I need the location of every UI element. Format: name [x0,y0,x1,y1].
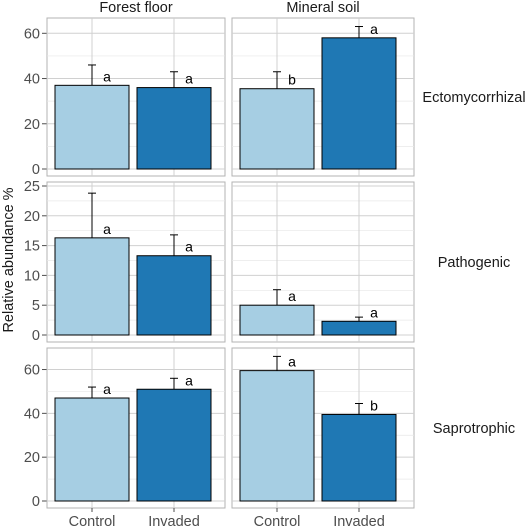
y-tick-label-2-1: 20 [24,450,40,466]
significance-label-2-0-0: a [103,381,111,397]
row-label-2: Saprotrophic [433,421,515,437]
y-tick-label-2-3: 60 [24,363,40,379]
significance-label-1-0-1: a [185,239,193,255]
significance-label-1-1-0: a [288,288,296,304]
bar-2-0-control [54,397,130,502]
significance-label-2-0-1: a [185,372,193,388]
bar-0-1-invaded [321,37,397,170]
column-header-0: Forest floor [99,0,172,16]
bar-1-0-invaded [136,255,212,336]
bar-2-1-control [239,370,315,502]
y-tick-label-1-1: 5 [32,298,40,314]
significance-label-2-1-0: a [288,354,296,370]
row-label-1: Pathogenic [438,255,511,271]
y-tick-label-1-4: 20 [24,209,40,225]
y-tick-label-2-0: 0 [32,494,40,510]
bar-0-1-control [239,88,315,170]
y-tick-label-0-1: 20 [24,117,40,133]
y-tick-label-1-2: 10 [24,268,40,284]
bar-0-0-control [54,84,130,170]
y-axis-title: Relative abundance % [1,187,17,332]
x-tick-label-0-0: Control [69,514,116,527]
y-tick-label-0-2: 40 [24,72,40,88]
x-tick-label-1-0: Control [254,514,301,527]
y-tick-label-1-0: 0 [32,328,40,344]
significance-label-0-1-1: a [370,21,378,37]
bar-1-0-control [54,237,130,336]
x-tick-label-1-1: Invaded [333,514,385,527]
y-tick-label-0-3: 60 [24,26,40,42]
bar-2-1-invaded [321,413,397,502]
bar-1-1-invaded [321,320,397,336]
column-header-1: Mineral soil [286,0,359,16]
y-tick-label-2-2: 40 [24,406,40,422]
significance-label-1-1-1: a [370,304,378,320]
significance-label-1-0-0: a [103,221,111,237]
y-tick-label-1-5: 25 [24,179,40,195]
significance-label-0-1-0: b [288,72,296,88]
significance-label-0-0-0: a [103,68,111,84]
bar-1-1-control [239,304,315,336]
significance-label-0-0-1: a [185,71,193,87]
row-label-0: Ectomycorrhizal [422,90,525,106]
significance-label-2-1-1: b [370,397,378,413]
bar-0-0-invaded [136,87,212,170]
y-tick-label-1-3: 15 [24,239,40,255]
x-tick-label-0-1: Invaded [148,514,200,527]
y-tick-label-0-0: 0 [32,162,40,178]
bar-2-0-invaded [136,388,212,502]
